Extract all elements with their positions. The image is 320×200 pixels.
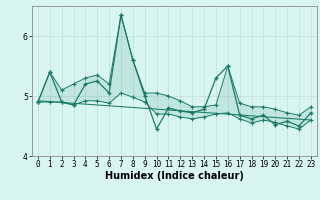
X-axis label: Humidex (Indice chaleur): Humidex (Indice chaleur) (105, 171, 244, 181)
